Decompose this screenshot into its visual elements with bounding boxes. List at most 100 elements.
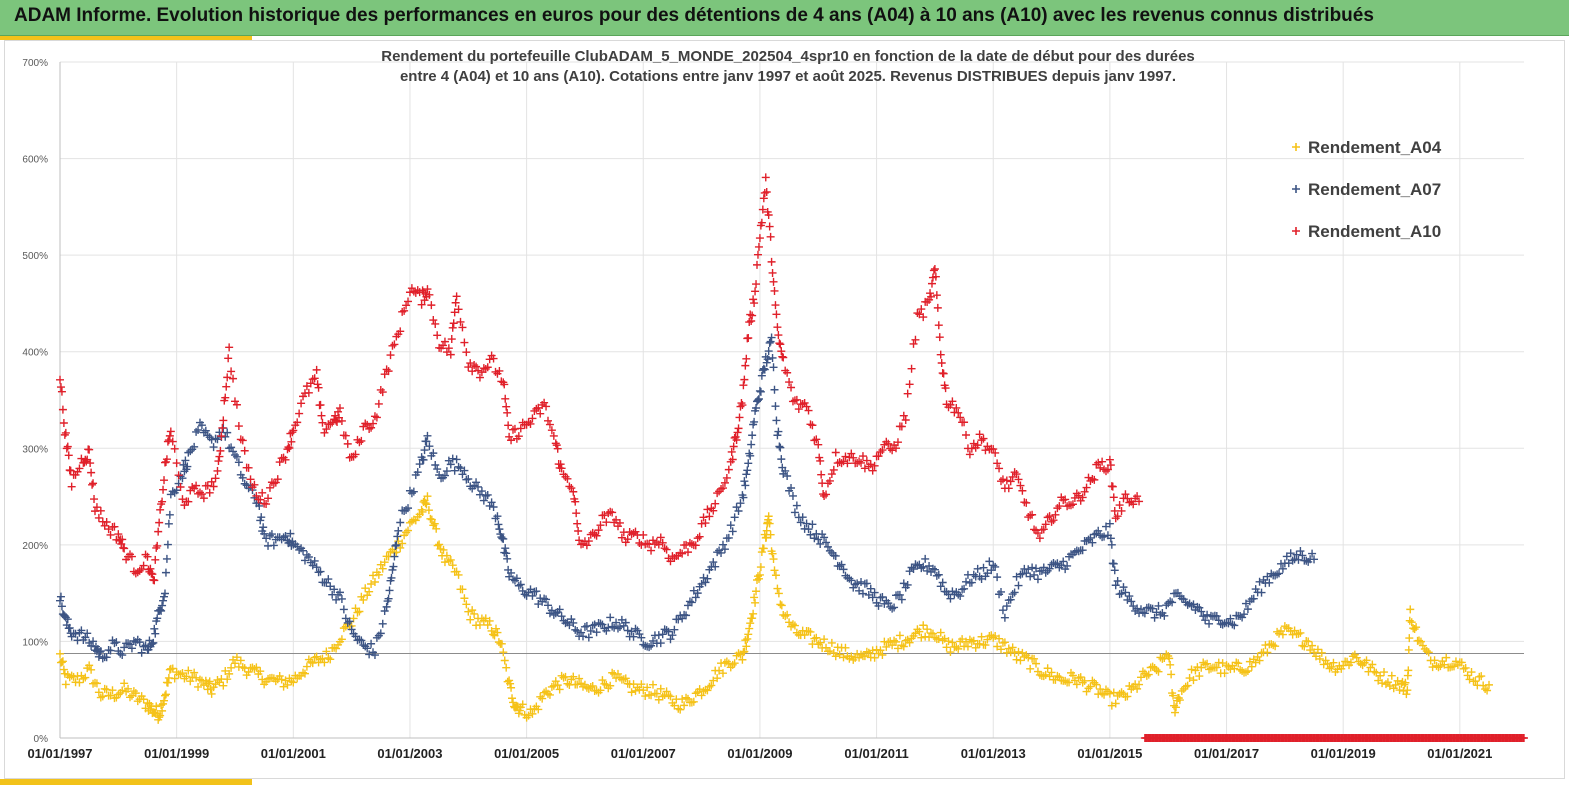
- data-point: [1199, 612, 1208, 621]
- data-point: [230, 451, 239, 460]
- data-point: [816, 539, 825, 548]
- data-point: [979, 563, 988, 572]
- data-point: [422, 437, 431, 446]
- data-point: [633, 626, 642, 635]
- data-point: [783, 610, 792, 619]
- data-point: [277, 675, 286, 684]
- data-point: [860, 464, 869, 473]
- data-point: [153, 614, 162, 623]
- data-point: [812, 633, 821, 642]
- data-point: [749, 609, 758, 618]
- data-point: [302, 550, 311, 559]
- data-point: [320, 428, 329, 437]
- data-point: [392, 548, 401, 557]
- data-point: [617, 533, 626, 542]
- data-point: [384, 367, 393, 376]
- data-point: [870, 653, 879, 662]
- data-point: [1189, 676, 1198, 685]
- data-point: [718, 540, 727, 549]
- data-point: [939, 369, 948, 378]
- data-point: [120, 679, 129, 688]
- data-point: [250, 480, 259, 489]
- data-point: [754, 395, 763, 404]
- data-point: [464, 363, 473, 372]
- data-point: [899, 411, 908, 420]
- data-point: [1450, 662, 1459, 671]
- data-point: [1298, 641, 1307, 650]
- data-point: [218, 423, 227, 432]
- data-point: [741, 361, 750, 370]
- data-point: [907, 364, 916, 373]
- data-point: [160, 696, 169, 705]
- data-point: [489, 502, 498, 511]
- data-point: [967, 578, 976, 587]
- data-point: [802, 402, 811, 411]
- data-point: [954, 590, 963, 599]
- data-point: [1304, 637, 1313, 646]
- data-point: [431, 461, 440, 470]
- data-point: [518, 700, 527, 709]
- data-point: [775, 339, 784, 348]
- data-point: [946, 400, 955, 409]
- data-point: [1026, 664, 1035, 673]
- data-point: [1288, 556, 1297, 565]
- data-point: [1271, 571, 1280, 580]
- data-point: [322, 647, 331, 656]
- data-point: [1391, 680, 1400, 689]
- data-point: [1162, 650, 1171, 659]
- data-point: [334, 407, 343, 416]
- data-point: [337, 594, 346, 603]
- data-point: [1296, 628, 1305, 637]
- data-point: [387, 573, 396, 582]
- data-point: [165, 510, 174, 519]
- data-point: [365, 424, 374, 433]
- data-point: [652, 689, 661, 698]
- data-point: [1030, 570, 1039, 579]
- data-point: [394, 526, 403, 535]
- data-point: [139, 642, 148, 651]
- data-point: [450, 466, 459, 475]
- data-point: [1230, 621, 1239, 630]
- data-point: [497, 639, 506, 648]
- data-point: [701, 519, 710, 528]
- data-point: [884, 599, 893, 608]
- data-point: [341, 431, 350, 440]
- data-point: [148, 639, 157, 648]
- data-point: [948, 397, 957, 406]
- data-point: [1481, 685, 1490, 694]
- data-point: [333, 417, 342, 426]
- data-point: [1451, 657, 1460, 666]
- data-point: [707, 681, 716, 690]
- data-point: [176, 472, 185, 481]
- data-point: [730, 659, 739, 668]
- data-point: [729, 442, 738, 451]
- data-point: [225, 669, 234, 678]
- data-point: [464, 607, 473, 616]
- data-point: [314, 383, 323, 392]
- data-point: [991, 562, 1000, 571]
- data-point: [194, 426, 203, 435]
- data-point: [158, 601, 167, 610]
- data-point: [752, 404, 761, 412]
- data-point: [1100, 532, 1109, 541]
- data-point: [485, 616, 494, 625]
- data-point: [1121, 588, 1130, 597]
- data-point: [705, 512, 714, 521]
- data-point: [430, 519, 439, 528]
- data-point: [118, 535, 127, 544]
- data-point: [927, 292, 936, 301]
- data-point: [551, 609, 560, 618]
- series-rendement-a04: [56, 492, 1493, 724]
- data-point: [503, 408, 512, 417]
- data-point: [252, 663, 261, 672]
- data-point: [928, 564, 937, 573]
- data-point: [497, 533, 506, 542]
- data-point: [120, 643, 129, 652]
- data-point: [662, 545, 671, 554]
- data-point: [724, 465, 733, 474]
- data-point: [157, 701, 166, 710]
- data-point: [359, 595, 368, 604]
- data-point: [682, 611, 691, 620]
- data-point: [507, 568, 516, 577]
- data-point: [398, 307, 407, 316]
